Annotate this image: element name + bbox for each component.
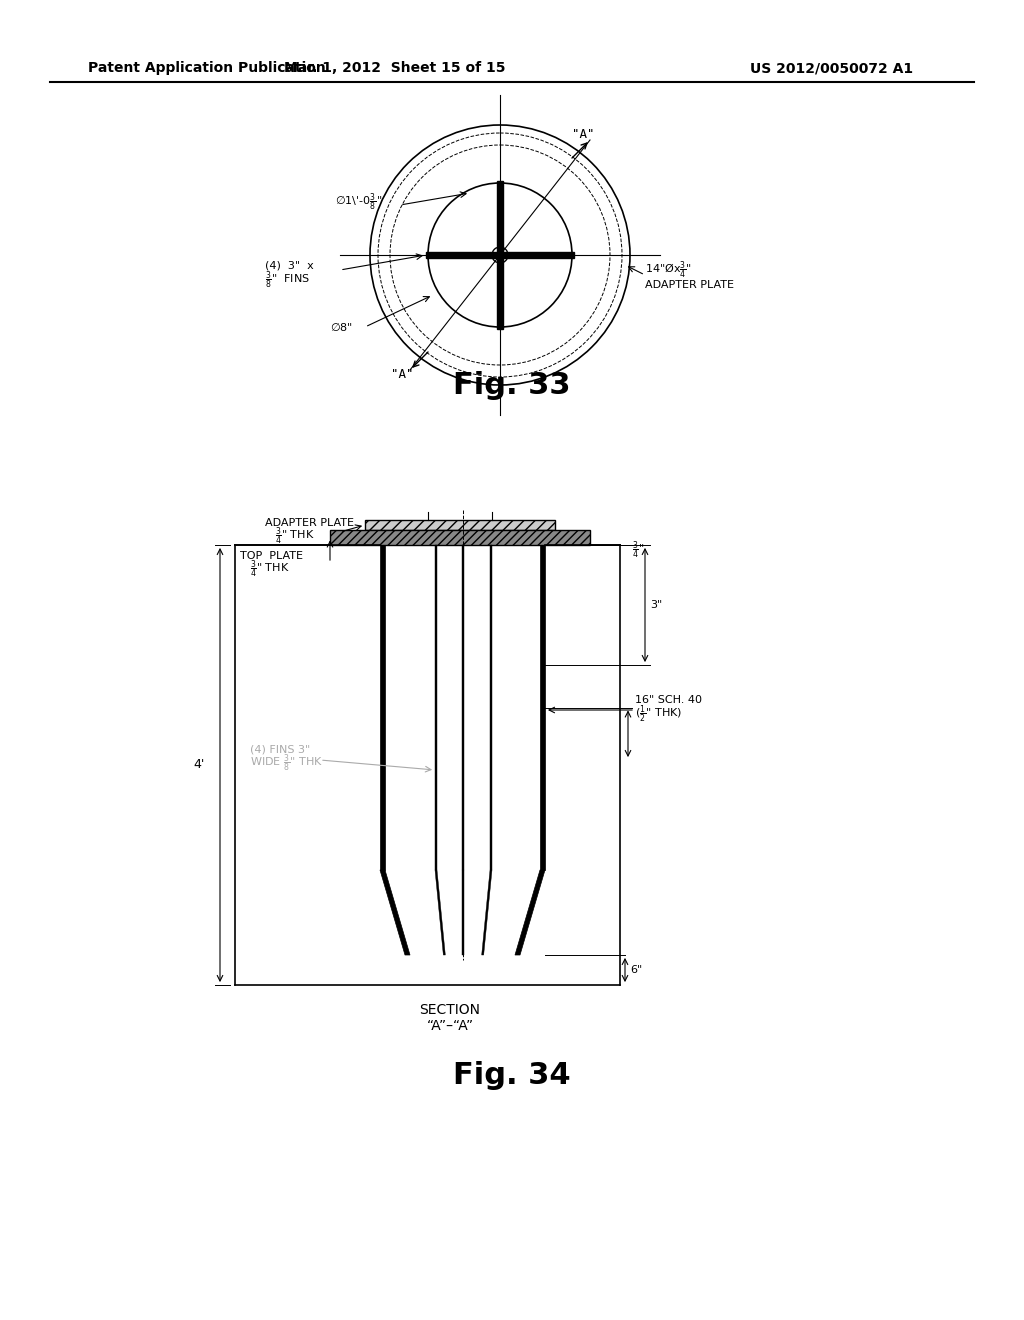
Text: $\emptyset$8": $\emptyset$8" [330,321,353,333]
Bar [380,545,385,870]
Text: Fig. 33: Fig. 33 [454,371,570,400]
Text: ADAPTER PLATE: ADAPTER PLATE [265,517,354,528]
Text: WIDE $\frac{3}{8}$" THK: WIDE $\frac{3}{8}$" THK [250,752,324,774]
Text: "A": "A" [391,368,414,381]
Polygon shape [481,870,492,954]
Bar [330,531,590,545]
Bar [365,520,555,531]
Polygon shape [515,870,545,954]
Text: 6": 6" [630,965,642,975]
Text: “A”–“A”: “A”–“A” [426,1019,473,1034]
Polygon shape [462,870,464,954]
Bar [490,545,492,870]
Polygon shape [380,870,410,954]
Text: $\frac{3}{4}$" THK: $\frac{3}{4}$" THK [275,525,314,546]
Text: 14"Øx$\frac{3}{4}$": 14"Øx$\frac{3}{4}$" [645,259,692,281]
Text: (4)  3"  x: (4) 3" x [265,260,313,271]
Text: $\frac{3}{8}$"  FINS: $\frac{3}{8}$" FINS [265,269,310,290]
Text: $\frac{3}{4}$" THK: $\frac{3}{4}$" THK [250,558,290,579]
Bar [497,181,503,329]
Text: SECTION: SECTION [420,1003,480,1016]
Text: $\emptyset$1\'-0$\frac{3}{8}$": $\emptyset$1\'-0$\frac{3}{8}$" [335,191,382,213]
Polygon shape [435,870,445,954]
Text: Fig. 34: Fig. 34 [454,1060,570,1089]
Bar [435,545,437,870]
Text: 16" SCH. 40: 16" SCH. 40 [635,696,702,705]
Text: 3": 3" [650,601,663,610]
Text: Mar. 1, 2012  Sheet 15 of 15: Mar. 1, 2012 Sheet 15 of 15 [285,61,506,75]
Bar [462,545,464,870]
Text: TOP  PLATE: TOP PLATE [240,550,303,561]
Text: US 2012/0050072 A1: US 2012/0050072 A1 [750,61,913,75]
Text: "A": "A" [572,128,595,141]
Text: ($\frac{1}{2}$" THK): ($\frac{1}{2}$" THK) [635,704,682,725]
Text: ADAPTER PLATE: ADAPTER PLATE [645,280,734,290]
Bar [540,545,545,870]
Text: 4': 4' [194,759,205,771]
Text: Patent Application Publication: Patent Application Publication [88,61,326,75]
Text: (4) FINS 3": (4) FINS 3" [250,744,310,755]
Bar [426,252,574,257]
Text: $\frac{3}{4}$": $\frac{3}{4}$" [632,540,644,561]
